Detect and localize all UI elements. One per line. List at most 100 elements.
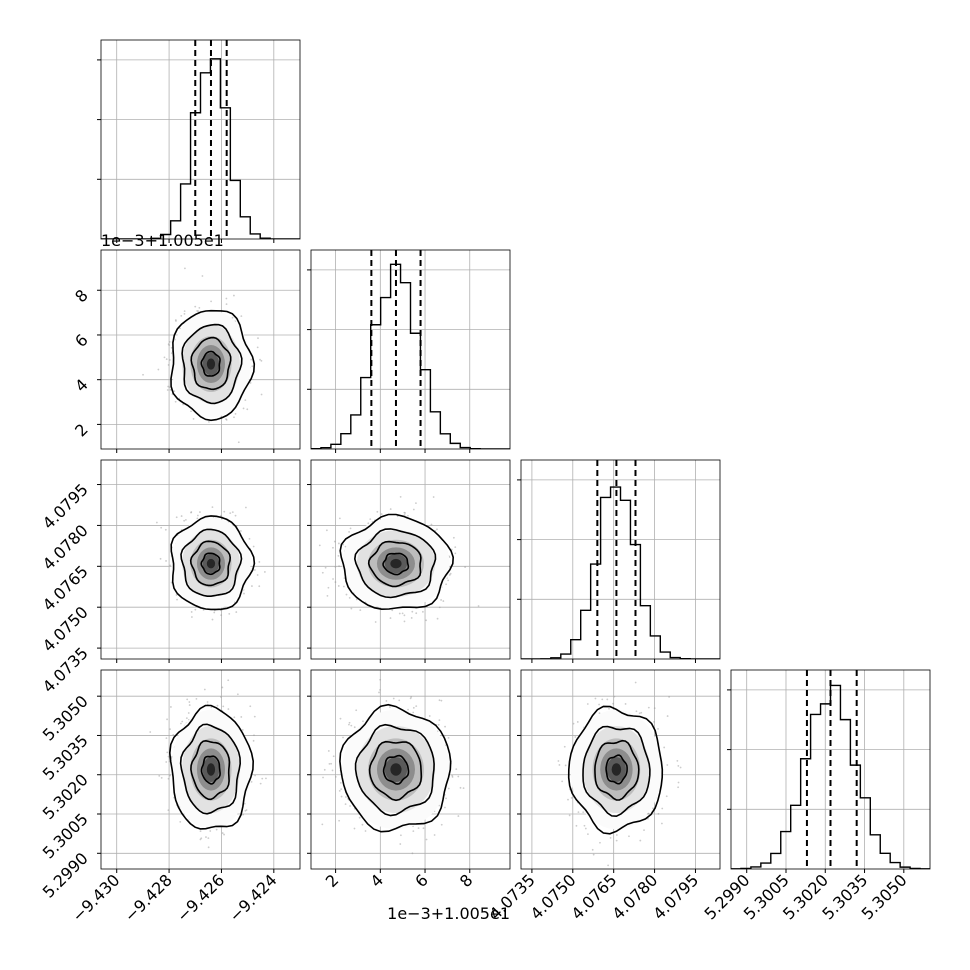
density-fill [206, 763, 216, 776]
sample-point [440, 699, 443, 702]
sample-point [332, 546, 334, 549]
sample-point [190, 611, 193, 613]
sample-point [634, 681, 637, 684]
sample-point [233, 716, 236, 719]
sample-point [594, 697, 597, 700]
sample-point [159, 557, 162, 560]
sample-point [216, 704, 219, 707]
sample-point [339, 781, 342, 784]
sample-point [338, 517, 341, 520]
sample-point [568, 814, 571, 817]
sample-point [196, 514, 199, 517]
sample-point [338, 789, 341, 792]
x-tick-label: 4.0795 [649, 870, 702, 923]
sample-point [665, 795, 668, 798]
sample-point [176, 598, 178, 601]
sample-point [169, 564, 172, 567]
sample-point [563, 745, 566, 748]
y-tick-label: 4.0795 [39, 480, 92, 533]
sample-point [169, 359, 171, 361]
sample-point [245, 506, 247, 509]
sample-point [612, 702, 614, 705]
sample-point [265, 777, 267, 780]
sample-point [213, 611, 216, 614]
sample-point [411, 610, 414, 613]
sample-point [195, 697, 198, 700]
x-tick-label: −9.426 [173, 870, 228, 925]
sample-point [201, 275, 204, 277]
sample-point [242, 407, 245, 410]
sample-point [233, 416, 235, 419]
sample-point [332, 578, 334, 580]
sample-point [263, 571, 266, 573]
sample-point [403, 620, 406, 623]
sample-point [407, 514, 409, 517]
sample-point [376, 510, 379, 513]
contour-line [189, 540, 232, 587]
sample-point [425, 619, 428, 622]
sample-point [410, 696, 413, 698]
density-panel-1-0 [97, 249, 301, 453]
sample-point [209, 830, 212, 832]
sample-point [325, 529, 328, 532]
panel-content [311, 250, 510, 449]
sample-point [165, 560, 167, 562]
sample-point [364, 830, 367, 832]
sample-point [252, 545, 255, 548]
sample-point [192, 417, 195, 420]
sample-point [157, 368, 160, 371]
density-panel-2-0 [97, 459, 301, 663]
sample-point [228, 612, 231, 615]
contour-line [190, 336, 232, 391]
sample-point [258, 585, 261, 588]
sample-point [324, 566, 327, 569]
sample-point [425, 838, 428, 841]
sample-point [558, 764, 561, 766]
sample-point [615, 834, 618, 836]
sample-point [459, 786, 462, 789]
sample-point [422, 827, 425, 830]
contour-line [200, 350, 221, 377]
contour-line [382, 552, 410, 576]
panel-content [101, 250, 300, 449]
contour-line [382, 754, 410, 785]
histogram-outline [311, 263, 510, 449]
sample-point [668, 696, 671, 698]
sample-point [457, 775, 460, 778]
sample-point [454, 552, 457, 555]
sample-point [415, 705, 418, 708]
sample-point [166, 718, 168, 721]
sample-point [337, 585, 340, 587]
sample-point [196, 517, 199, 520]
sample-point [421, 610, 424, 613]
sample-point [158, 774, 161, 777]
sample-point [183, 312, 186, 315]
sample-point [215, 828, 218, 831]
sample-point [428, 715, 431, 717]
sample-point [318, 544, 321, 547]
sample-point [190, 410, 192, 413]
sample-point [188, 704, 191, 706]
sample-point [374, 621, 377, 623]
offset-text-x: 1e−3+1.005e1 [387, 904, 510, 923]
sample-point [652, 807, 654, 810]
sample-point [337, 542, 340, 545]
sample-point [657, 812, 660, 815]
histogram-panel-3 [727, 669, 931, 873]
panel-content [731, 670, 930, 869]
sample-point [251, 365, 254, 368]
sample-point [409, 697, 412, 700]
histogram-outline [521, 486, 720, 659]
panel-content [521, 670, 720, 869]
y-tick-label: 8 [71, 286, 92, 307]
sample-point [199, 511, 201, 513]
panel-frame [100, 669, 301, 870]
sample-point [455, 768, 458, 771]
sample-point [577, 811, 580, 814]
sample-point [321, 571, 324, 574]
sample-point [167, 343, 170, 346]
sample-point [344, 803, 347, 806]
sample-point [174, 400, 177, 403]
sample-point [225, 418, 228, 421]
sample-point [448, 574, 451, 576]
